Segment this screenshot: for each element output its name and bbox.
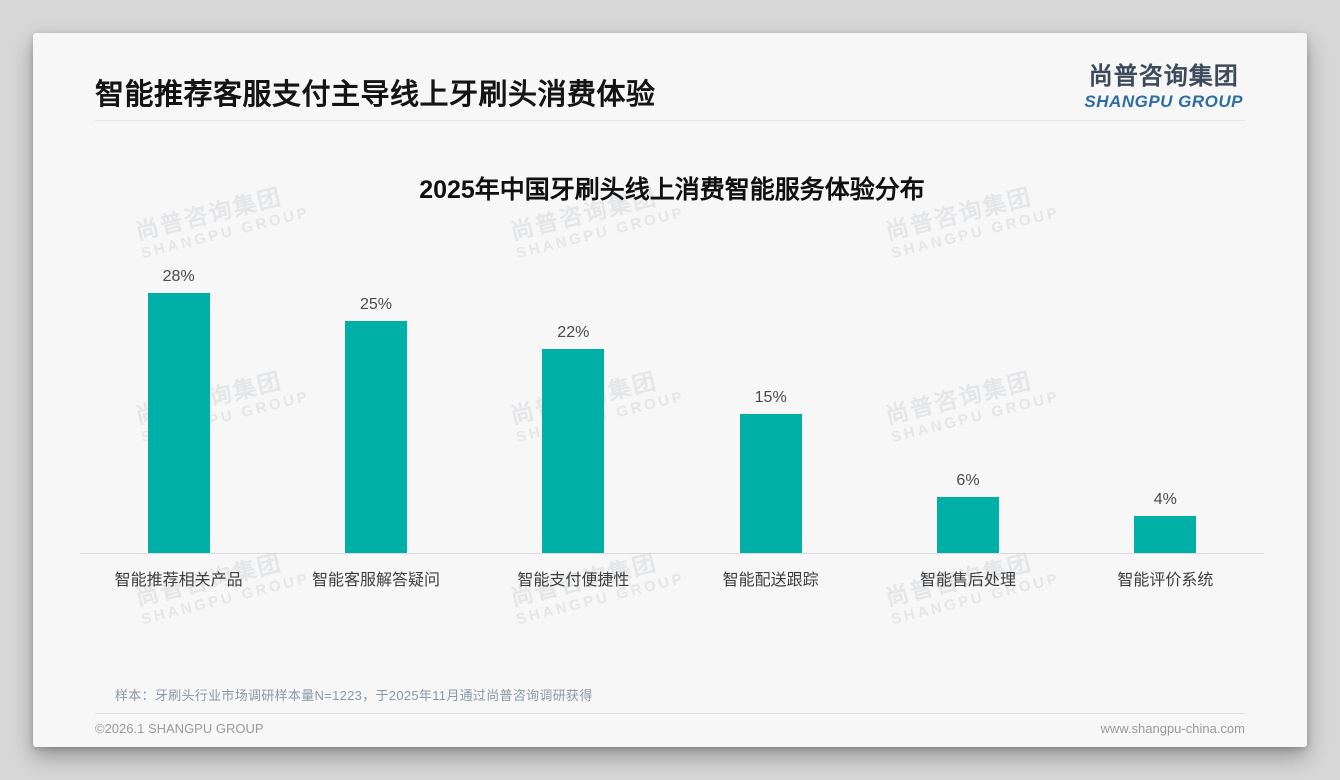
- bar: [147, 293, 210, 553]
- footer-divider: [95, 713, 1245, 714]
- x-axis-label: 智能支付便捷性: [517, 572, 630, 589]
- bar: [1134, 516, 1197, 553]
- bar-group-1: 28%: [80, 263, 277, 553]
- bar: [739, 414, 802, 553]
- bar-value-label: 28%: [162, 268, 195, 285]
- bar: [936, 497, 999, 553]
- bar-value-label: 4%: [1153, 491, 1177, 508]
- watermark-en-text: SHANGPU GROUP: [139, 203, 312, 263]
- header-divider: [95, 120, 1245, 121]
- watermark-en-text: SHANGPU GROUP: [514, 203, 687, 263]
- x-axis-label: 智能配送跟踪: [722, 572, 819, 589]
- bar-group-5: 6%: [869, 263, 1066, 553]
- copyright-text: ©2026.1 SHANGPU GROUP: [95, 721, 264, 736]
- x-axis-line: [80, 553, 1264, 554]
- chart-plot-area: 28% 25% 22% 15% 6% 4%: [80, 263, 1264, 553]
- bar: [344, 321, 407, 553]
- watermark-en-text: SHANGPU GROUP: [889, 203, 1062, 263]
- shangpu-logo: 尚普咨询集团 SHANGPU GROUP: [1084, 56, 1243, 112]
- x-axis-label: 智能客服解答疑问: [311, 572, 440, 589]
- report-slide: 尚普咨询集团 SHANGPU GROUP 尚普咨询集团 SHANGPU GROUP 尚普…: [33, 33, 1307, 747]
- bar-group-6: 4%: [1067, 263, 1264, 553]
- page-title: 智能推荐客服支付主导线上牙刷头消费体验: [95, 79, 656, 111]
- footer: ©2026.1 SHANGPU GROUP www.shangpu-china.…: [95, 721, 1245, 736]
- sample-note: 样本：牙刷头行业市场调研样本量N=1223，于2025年11月通过尚普咨询调研获…: [115, 688, 593, 703]
- logo-english-text: SHANGPU GROUP: [1084, 92, 1243, 111]
- x-axis-label: 智能推荐相关产品: [114, 572, 243, 589]
- bar-group-2: 25%: [277, 263, 474, 553]
- chart-title: 2025年中国牙刷头线上消费智能服务体验分布: [419, 176, 925, 204]
- website-url: www.shangpu-china.com: [1100, 721, 1245, 736]
- bar-group-4: 15%: [672, 263, 869, 553]
- logo-chinese-text: 尚普咨询集团: [1088, 63, 1239, 90]
- bar-group-3: 22%: [475, 263, 672, 553]
- x-axis-label: 智能售后处理: [919, 572, 1016, 589]
- bar-value-label: 15%: [754, 389, 787, 406]
- bar-value-label: 25%: [359, 296, 392, 313]
- bar: [542, 349, 605, 553]
- x-axis-label: 智能评价系统: [1117, 572, 1214, 589]
- bar-value-label: 22%: [557, 324, 590, 341]
- bar-value-label: 6%: [956, 472, 980, 489]
